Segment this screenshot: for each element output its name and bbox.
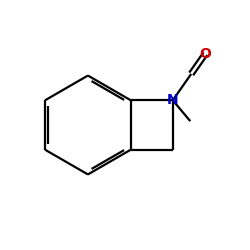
Text: O: O bbox=[200, 47, 211, 61]
Text: N: N bbox=[167, 93, 178, 107]
